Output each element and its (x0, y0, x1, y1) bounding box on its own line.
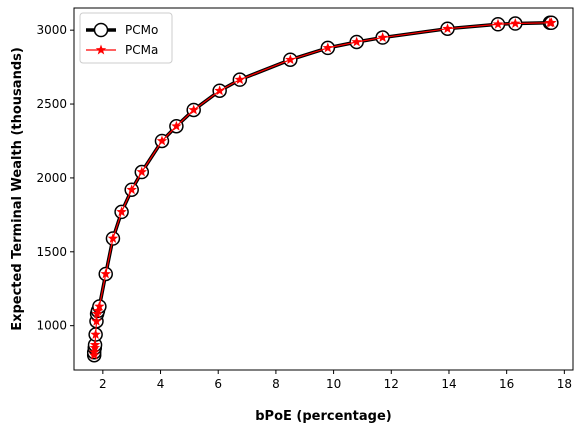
x-tick-label: 16 (499, 377, 514, 391)
x-tick-label: 6 (214, 377, 222, 391)
x-tick-label: 14 (441, 377, 456, 391)
series-pcma-point (89, 339, 101, 350)
series-pcma-point (377, 32, 388, 42)
y-tick-label: 1000 (36, 319, 67, 333)
series-pcma-point (116, 206, 127, 217)
x-tick-label: 8 (272, 377, 280, 391)
x-axis-label: bPoE (percentage) (255, 409, 391, 424)
series-pcma-point (510, 18, 521, 28)
y-tick-label: 3000 (36, 23, 67, 37)
series-pcma-point (100, 268, 111, 279)
series-pcma-point (322, 42, 334, 53)
series-pcma-point (188, 104, 199, 115)
series-pcma-point (234, 74, 246, 85)
legend-pcmo-label: PCMo (125, 23, 158, 37)
series-pcma-point (285, 54, 296, 65)
series-pcma-point (126, 184, 137, 195)
series-pcma-point (171, 120, 182, 131)
series-pcma-point (156, 135, 168, 146)
series-pcma-point (351, 36, 362, 47)
y-tick-label: 1500 (36, 245, 67, 259)
series-pcma-point (442, 23, 453, 34)
y-axis-label: Expected Terminal Wealth (thousands) (10, 47, 25, 331)
axes-frame (73, 7, 574, 371)
legend-pcma-label: PCMa (125, 43, 158, 57)
series-pcma-line (93, 22, 552, 356)
series-pcma-point (90, 329, 101, 339)
x-tick-label: 2 (99, 377, 107, 391)
x-tick-label: 4 (157, 377, 165, 391)
series-layer (86, 15, 559, 363)
series-pcma-point (91, 315, 102, 326)
x-tick-label: 18 (557, 377, 572, 391)
axes-layer: 2 4 6 8 10 12 14 16 18 1000 1500 2000 2500 3000 (36, 7, 574, 391)
legend: PCMo PCMa (79, 12, 173, 64)
series-pcma-point (136, 166, 148, 177)
series-pcma-point (92, 305, 104, 316)
legend-pcma-marker (95, 44, 107, 55)
series-pcma-point (214, 85, 225, 96)
x-tick-label: 12 (384, 377, 399, 391)
y-tick-label: 2000 (36, 171, 67, 185)
series-pcma-point (88, 349, 100, 360)
series-pcma-point (492, 18, 504, 29)
y-tick-label: 2500 (36, 97, 67, 111)
series-pcma-point (94, 300, 105, 311)
series-pcma-point (546, 17, 557, 28)
series-pcma-point (88, 346, 100, 357)
series-pcma-point (107, 233, 119, 243)
plot-area (74, 8, 573, 370)
legend-pcmo-marker (93, 22, 109, 38)
x-tick-label: 10 (326, 377, 341, 391)
